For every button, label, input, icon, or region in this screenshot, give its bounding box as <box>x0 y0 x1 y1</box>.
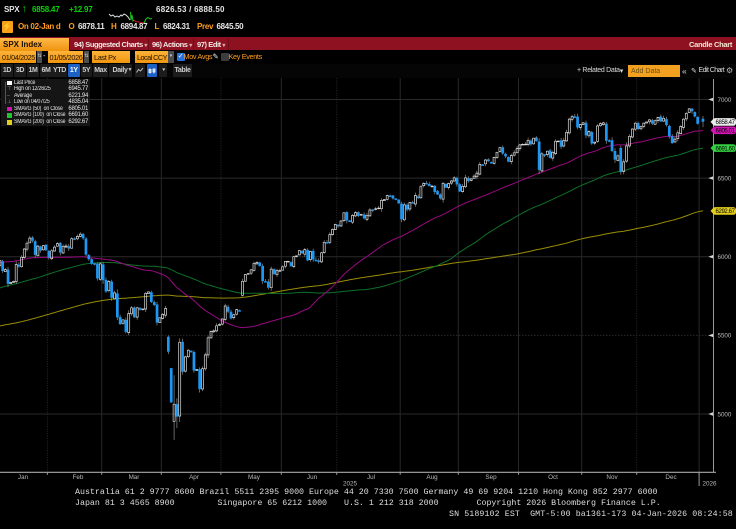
svg-text:6292.67: 6292.67 <box>716 209 736 215</box>
svg-text:Mar: Mar <box>129 474 140 481</box>
svg-text:5500: 5500 <box>718 333 732 340</box>
svg-text:Aug: Aug <box>426 474 438 481</box>
svg-text:2025: 2025 <box>343 480 358 487</box>
svg-text:5000: 5000 <box>718 411 732 418</box>
svg-text:6691.60: 6691.60 <box>716 146 736 152</box>
svg-text:Jan: Jan <box>18 474 29 481</box>
svg-text:Oct: Oct <box>548 474 558 481</box>
svg-text:6858.47: 6858.47 <box>716 120 736 126</box>
svg-text:6500: 6500 <box>718 175 732 182</box>
svg-text:Feb: Feb <box>73 474 84 481</box>
svg-text:6000: 6000 <box>718 254 732 261</box>
svg-text:7000: 7000 <box>718 97 732 104</box>
svg-text:May: May <box>248 474 261 481</box>
svg-text:Dec: Dec <box>665 474 676 481</box>
svg-text:Sep: Sep <box>485 474 497 481</box>
svg-text:6805.01: 6805.01 <box>716 129 736 135</box>
svg-text:2026: 2026 <box>703 480 718 487</box>
svg-text:Nov: Nov <box>606 474 618 481</box>
svg-text:Jul: Jul <box>367 474 375 481</box>
svg-text:Jun: Jun <box>307 474 318 481</box>
svg-text:Apr: Apr <box>189 474 199 481</box>
